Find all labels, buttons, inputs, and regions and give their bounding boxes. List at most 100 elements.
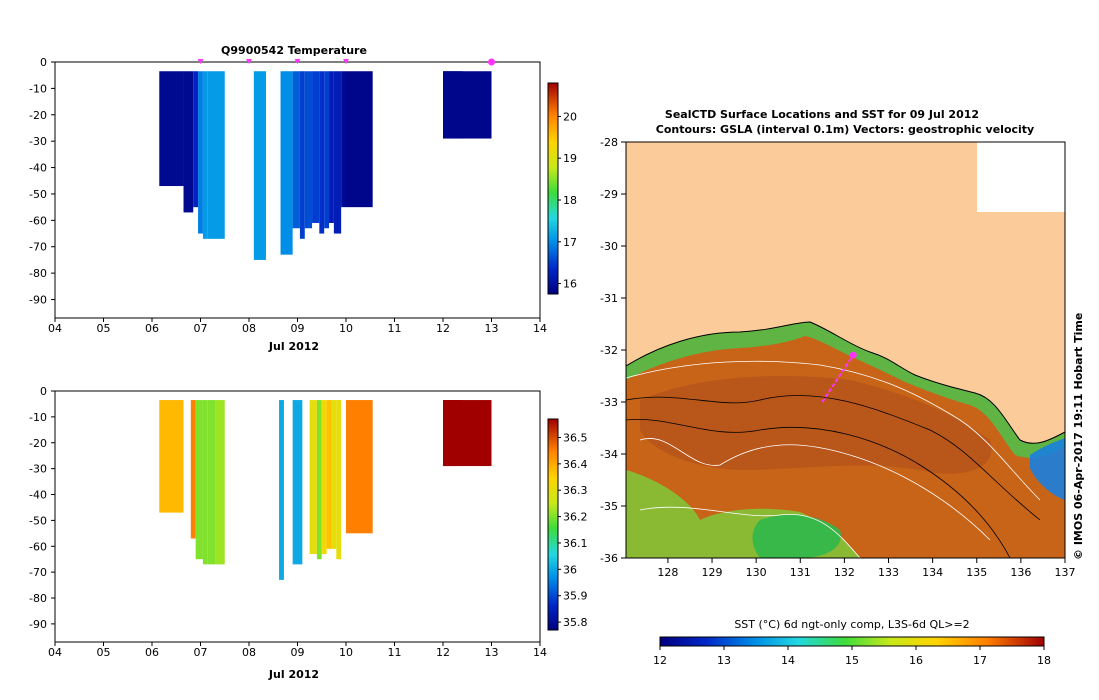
profile-cell [299,71,305,239]
profile-cell [159,400,184,513]
y-tick-label: -90 [29,294,47,307]
temperature-station-markers [197,58,495,66]
profile-cell [346,400,373,534]
y-tick-label: -10 [29,411,47,424]
x-tick-label: 08 [242,322,256,335]
map-title-line1: SealCTD Surface Locations and SST for 09… [665,108,979,121]
y-tick-label: -20 [29,437,47,450]
colorbar-tick-label: 35.8 [563,616,588,629]
x-tick-label: 12 [436,322,450,335]
lat-tick-label: -34 [600,448,618,461]
y-tick-label: -30 [29,135,47,148]
y-tick-label: -40 [29,162,47,175]
map-latitude-axis: -28 -29 -30 -31 -32 -33 -34 -35 -36 [600,136,626,565]
profile-cell [280,71,293,255]
profile-cell [202,71,208,239]
profile-cell [292,400,303,565]
salinity-y-axis: 0 -10 -20 -30 -40 -50 -60 -70 -80 -90 [29,385,55,631]
colorbar-tick-label: 13 [717,654,731,667]
salinity-panel: 04 05 06 07 08 09 10 11 12 13 14 0 -10 -… [29,385,587,681]
colorbar-tick-label: 16 [563,278,577,291]
x-tick-label: 11 [388,646,402,659]
sst-map-panel: SealCTD Surface Locations and SST for 09… [600,108,1085,667]
profile-cell [326,400,332,549]
ocean-coastal-band [626,322,1065,458]
lat-tick-label: -32 [600,344,618,357]
gsla-contour [639,438,991,541]
profile-cell [304,71,313,229]
salinity-colorbar-ticks: 35.8 35.9 36 36.1 36.2 36.3 36.4 36.5 [558,431,588,629]
map-longitude-axis: 128 129 130 131 132 133 134 135 136 137 [657,558,1076,579]
salinity-x-axis-label: Jul 2012 [268,668,319,681]
gsla-contour [626,418,1011,558]
x-tick-label: 07 [194,322,208,335]
lon-tick-label: 131 [790,566,811,579]
lon-tick-label: 128 [657,566,678,579]
lon-tick-label: 132 [834,566,855,579]
x-tick-label: 04 [48,322,62,335]
profile-cell [292,71,300,229]
salinity-profiles [159,400,492,580]
lat-tick-label: -36 [600,552,618,565]
x-tick-label: 05 [97,322,111,335]
y-tick-label: -30 [29,463,47,476]
station-marker [294,59,301,64]
y-tick-label: -70 [29,566,47,579]
profile-cell [207,71,225,239]
lon-tick-label: 137 [1055,566,1076,579]
gsla-contour [626,395,1041,521]
seal-track-end-marker [849,351,857,359]
y-tick-label: -90 [29,618,47,631]
y-tick-label: 0 [40,56,47,69]
x-tick-label: 10 [339,322,353,335]
y-tick-label: -50 [29,188,47,201]
x-tick-label: 09 [291,646,305,659]
x-tick-label: 13 [485,646,499,659]
colorbar-tick-label: 20 [563,110,577,123]
sst-colorbar [659,636,1045,647]
coastline [626,321,1065,444]
temperature-profiles [159,71,492,260]
profile-cell [321,400,327,555]
x-tick-label: 10 [339,646,353,659]
profile-cell [279,400,284,580]
ocean-cool-east [1030,438,1065,500]
profile-cell [193,71,199,208]
map-side-label: © IMOS 06-Apr-2017 19:11 Hobart Time [1072,313,1085,560]
colorbar-tick-label: 36.4 [563,458,588,471]
y-tick-label: -70 [29,241,47,254]
temperature-panel: Q9900542 Temperature 04 05 06 07 08 09 1… [29,44,577,353]
x-tick-label: 05 [97,646,111,659]
profile-cell [159,71,184,187]
x-tick-label: 06 [145,646,159,659]
colorbar-tick-label: 36.3 [563,484,588,497]
sst-colorbar-label: SST (°C) 6d ngt-only comp, L3S-6d QL>=2 [734,618,969,631]
y-tick-label: 0 [40,385,47,398]
profile-cell [329,71,334,223]
profile-cell [195,400,203,560]
colorbar-tick-label: 17 [563,236,577,249]
profile-cell [190,400,196,539]
x-tick-label: 04 [48,646,62,659]
lon-tick-label: 135 [966,566,987,579]
lon-tick-label: 134 [922,566,943,579]
x-tick-label: 12 [436,646,450,659]
lat-tick-label: -31 [600,292,618,305]
lat-tick-label: -30 [600,240,618,253]
map-title-line2: Contours: GSLA (interval 0.1m) Vectors: … [656,123,1034,136]
profile-cell [443,71,463,139]
temperature-colorbar-ticks: 16 17 18 19 20 [558,110,577,291]
colorbar-tick-label: 18 [1037,654,1051,667]
lat-tick-label: -33 [600,396,618,409]
temperature-title: Q9900542 Temperature [221,44,367,57]
y-tick-label: -10 [29,82,47,95]
gsla-contour [639,506,861,558]
profile-cell [183,71,194,213]
profile-cell [207,400,216,565]
station-marker [343,59,349,64]
lat-tick-label: -28 [600,136,618,149]
profile-cell [312,71,320,223]
x-tick-label: 11 [388,322,402,335]
station-marker [197,59,204,64]
colorbar-tick-label: 35.9 [563,590,588,603]
